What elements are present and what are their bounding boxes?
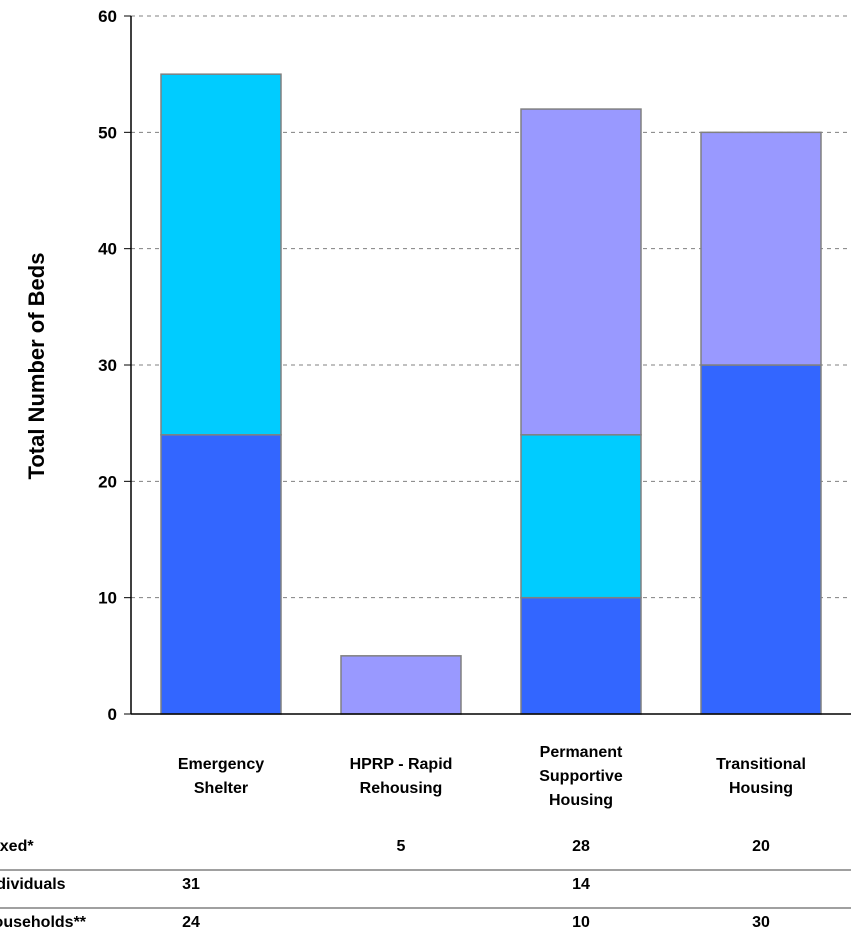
bar-segment [340, 655, 462, 715]
y-tick-label: 0 [108, 705, 117, 724]
table-cell: 31 [182, 876, 200, 893]
table-row: Households** 24 10 30 [0, 914, 770, 931]
table-cell: 24 [182, 914, 200, 931]
table-row-label: Mixed* [0, 838, 34, 855]
bars [160, 73, 822, 715]
category-label-line: Transitional [716, 756, 806, 773]
category-label: Transitional Housing [716, 756, 806, 797]
category-label: Permanent Supportive Housing [539, 744, 623, 809]
category-label-line: Supportive [539, 768, 623, 785]
bar-segment [160, 73, 282, 436]
bar-segment [700, 364, 822, 715]
data-table: Mixed* 5 28 20 Individuals 31 14 Households** 24… [0, 838, 851, 931]
table-cell: 14 [572, 876, 590, 893]
y-tick-label: 10 [98, 589, 117, 608]
category-label-line: Shelter [194, 780, 248, 797]
bar-segment [520, 596, 642, 715]
category-labels: Emergency Shelter HPRP - Rapid Rehousing Per… [178, 744, 806, 809]
table-cell: 30 [752, 914, 770, 931]
bar-segment [160, 434, 282, 715]
y-tick-label: 40 [98, 240, 117, 259]
table-row-label: Individuals [0, 876, 66, 893]
table-cell: 10 [572, 914, 590, 931]
table-row: Individuals 31 14 [0, 876, 590, 893]
category-label-line: Housing [549, 792, 613, 809]
category-label: HPRP - Rapid Rehousing [350, 756, 453, 797]
category-label-line: Permanent [540, 744, 623, 761]
table-cell: 5 [397, 838, 406, 855]
category-label-line: HPRP - Rapid [350, 756, 453, 773]
axes [130, 16, 851, 715]
category-label: Emergency Shelter [178, 756, 264, 797]
y-tick-label: 30 [98, 356, 117, 375]
table-row-label: Households** [0, 914, 87, 931]
bar-segment [520, 108, 642, 436]
table-cell: 28 [572, 838, 590, 855]
y-tick-labels: 0 10 20 30 40 50 60 [98, 7, 117, 724]
table-row: Mixed* 5 28 20 [0, 838, 770, 855]
y-tick-label: 60 [98, 7, 117, 26]
category-label-line: Rehousing [360, 780, 443, 797]
y-tick-label: 20 [98, 472, 117, 491]
category-label-line: Emergency [178, 756, 264, 773]
y-axis-label: Total Number of Beds [24, 253, 49, 480]
category-label-line: Housing [729, 780, 793, 797]
table-cell: 20 [752, 838, 770, 855]
y-tick-label: 50 [98, 123, 117, 142]
bar-segment [520, 434, 642, 599]
bar-segment [700, 131, 822, 366]
